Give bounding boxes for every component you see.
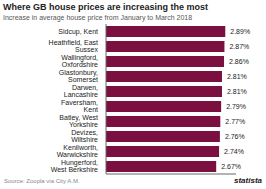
svg-text:Wallingford,Oxfordshire: Wallingford,Oxfordshire bbox=[61, 54, 98, 68]
html-text:Source: Zoopla via City A.M.: Source: Zoopla via City A.M. bbox=[4, 178, 80, 184]
svg-text:2.74%: 2.74% bbox=[224, 148, 244, 155]
html-text:Increase in average house pric: Increase in average house price from Jan… bbox=[3, 14, 193, 21]
svg-text:Heathfield, EastSussex: Heathfield, EastSussex bbox=[49, 39, 99, 53]
svg-text:2.87%: 2.87% bbox=[229, 43, 249, 50]
svg-text:Kenilworth,Warwickshire: Kenilworth,Warwickshire bbox=[57, 144, 98, 158]
html-text:Where GB house prices are incr: Where GB house prices are increasing the… bbox=[3, 2, 209, 12]
svg-text:Darwen,Lancashire: Darwen,Lancashire bbox=[64, 84, 98, 98]
svg-text:2.77%: 2.77% bbox=[225, 118, 245, 125]
svg-text:2.81%: 2.81% bbox=[227, 88, 247, 95]
html-text:statista: statista bbox=[234, 176, 262, 185]
svg-text:Devizes,Wiltshire: Devizes,Wiltshire bbox=[71, 129, 98, 143]
svg-text:2.81%: 2.81% bbox=[227, 73, 247, 80]
svg-text:2.67%: 2.67% bbox=[221, 163, 241, 170]
svg-text:Batley, WestYorkshire: Batley, WestYorkshire bbox=[59, 114, 98, 128]
svg-text:2.76%: 2.76% bbox=[225, 133, 245, 140]
svg-text:Faversham,Kent: Faversham,Kent bbox=[61, 99, 98, 113]
svg-text:2.89%: 2.89% bbox=[230, 28, 250, 35]
svg-text:Glastonbury,Somerset: Glastonbury,Somerset bbox=[59, 69, 98, 83]
svg-text:2.86%: 2.86% bbox=[229, 58, 249, 65]
svg-text:Hungerford,West Berkshire: Hungerford,West Berkshire bbox=[51, 159, 98, 173]
svg-text:Sidcup, Kent: Sidcup, Kent bbox=[58, 28, 98, 36]
svg-text:2.79%: 2.79% bbox=[226, 103, 246, 110]
